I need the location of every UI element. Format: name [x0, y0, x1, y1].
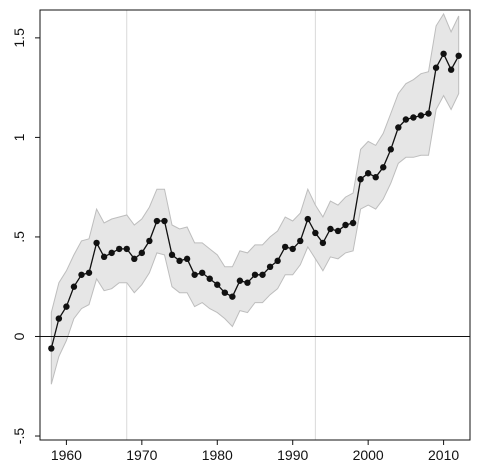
data-point: [259, 271, 266, 278]
data-point: [342, 221, 349, 229]
data-point: [168, 251, 176, 259]
y-tick-label: 1: [11, 133, 27, 141]
data-point: [116, 245, 123, 253]
data-point: [440, 50, 447, 57]
data-point: [455, 52, 462, 59]
data-point: [266, 263, 274, 271]
data-point: [410, 114, 417, 121]
data-point: [244, 279, 251, 286]
data-point: [198, 269, 206, 276]
data-point: [236, 277, 244, 284]
data-point: [304, 215, 312, 223]
y-tick-label: 0: [11, 332, 27, 340]
data-points: [48, 50, 462, 352]
data-point: [447, 66, 455, 73]
data-point: [319, 239, 327, 247]
data-point: [417, 112, 425, 119]
data-point: [108, 249, 115, 257]
data-point: [183, 255, 191, 263]
x-tick-label: 1960: [51, 447, 82, 463]
plot-frame: [39, 9, 471, 441]
x-tick-label: 2010: [428, 447, 459, 463]
y-axis: -.5 0 .5 1 1.5: [11, 28, 40, 444]
data-point: [138, 249, 146, 257]
data-point: [395, 124, 402, 131]
y-tick-label: 1.5: [11, 28, 27, 48]
data-point: [70, 283, 78, 290]
data-point: [63, 303, 70, 310]
data-point: [153, 217, 161, 225]
data-point: [380, 164, 387, 171]
data-point: [161, 217, 168, 225]
y-tick-label: .5: [11, 231, 27, 243]
data-point: [357, 176, 364, 183]
data-point: [364, 170, 372, 177]
confidence-band: [50, 12, 460, 385]
data-point: [349, 219, 357, 227]
data-point: [100, 253, 108, 261]
data-point: [312, 229, 319, 237]
data-point: [55, 315, 63, 322]
data-point: [251, 271, 259, 278]
data-point: [387, 146, 394, 153]
x-axis: 1960 1970 1980 1990 2000 2010: [51, 440, 459, 463]
data-point: [297, 237, 304, 245]
data-point: [214, 281, 221, 288]
data-point: [289, 245, 296, 253]
x-tick-label: 2000: [353, 447, 384, 463]
x-tick-label: 1970: [126, 447, 157, 463]
data-point: [176, 257, 183, 265]
data-point: [402, 116, 410, 123]
data-point: [146, 237, 153, 245]
y-tick-label: -.5: [11, 428, 27, 445]
data-point: [327, 225, 334, 233]
data-point: [131, 255, 138, 263]
data-point: [93, 239, 100, 247]
data-point: [281, 243, 289, 251]
data-point: [78, 271, 85, 278]
x-tick-label: 1980: [202, 447, 233, 463]
data-point: [123, 245, 130, 253]
x-tick-label: 1990: [277, 447, 308, 463]
data-point: [221, 289, 229, 296]
data-point: [48, 345, 55, 352]
data-point: [229, 293, 236, 300]
data-point: [432, 64, 440, 71]
data-point: [274, 257, 281, 265]
data-point: [334, 227, 342, 235]
data-point: [191, 271, 198, 278]
data-point: [206, 275, 213, 282]
data-point: [372, 174, 379, 181]
data-point: [85, 269, 93, 276]
data-point: [425, 110, 432, 117]
